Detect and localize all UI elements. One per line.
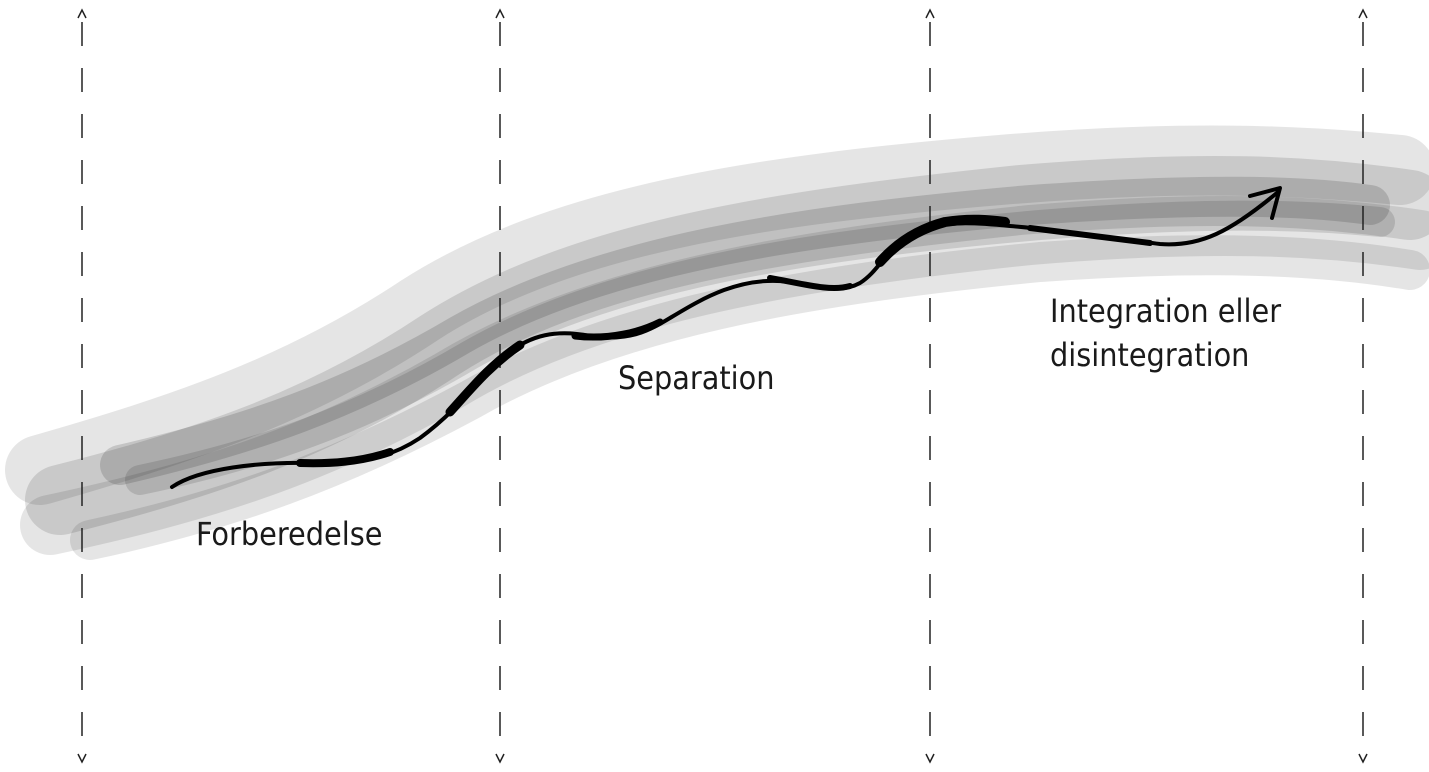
- divider-2: [495, 8, 505, 764]
- divider-4: [1358, 8, 1368, 764]
- divider-3: [925, 8, 935, 764]
- phase-label-forberedelse: Forberedelse: [196, 515, 383, 553]
- trajectory-line: [170, 186, 1282, 489]
- phase-dividers: [77, 8, 1368, 764]
- phase-label-separation: Separation: [618, 359, 775, 397]
- divider-1: [77, 8, 87, 764]
- phase-label-integration: Integration eller disintegration: [1050, 292, 1282, 374]
- transition-band: [5, 125, 1429, 560]
